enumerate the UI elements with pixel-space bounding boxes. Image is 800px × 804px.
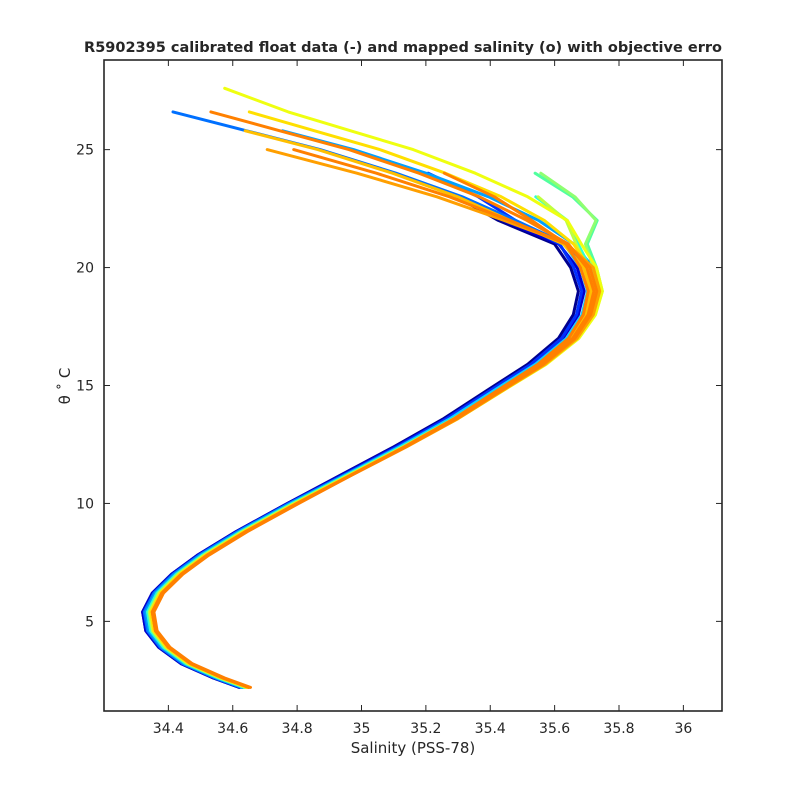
float-profile-line (144, 171, 584, 689)
x-tick-label: 34.6 (217, 721, 248, 737)
x-tick-label: 35.2 (410, 721, 441, 737)
y-tick-label: 5 (85, 614, 94, 630)
float-profile-line (141, 195, 580, 689)
y-tick-label: 25 (76, 143, 94, 159)
float-profile-line (147, 171, 604, 689)
y-tick-label: 15 (76, 379, 94, 395)
float-profile-line (142, 110, 595, 689)
x-tick-label: 34.8 (282, 721, 313, 737)
y-axis-label: θ ˚ C (56, 368, 74, 405)
y-tick-label: 10 (76, 496, 94, 512)
float-profile-line (148, 195, 596, 689)
x-axis-label: Salinity (PSS-78) (351, 739, 476, 757)
x-tick-label: 34.4 (153, 721, 184, 737)
float-profile-line (150, 148, 599, 689)
y-axis: 5 10 15 20 25 (76, 143, 722, 630)
float-profile-line (147, 171, 601, 689)
float-profile-line (146, 195, 598, 689)
axes-box (103, 59, 723, 712)
x-tick-label: 35.4 (475, 721, 506, 737)
y-tick-label: 20 (76, 261, 94, 277)
float-profile-line (141, 218, 586, 689)
x-tick-label: 35.6 (539, 721, 570, 737)
float-profile-line (152, 171, 590, 689)
x-tick-label: 35 (353, 721, 371, 737)
x-tick-label: 35.8 (603, 721, 634, 737)
x-tick-label: 36 (674, 721, 692, 737)
x-axis: 34.4 34.6 34.8 35 35.2 35.4 35.6 35.8 36 (153, 60, 692, 737)
plot-area (141, 86, 604, 689)
chart-title: R5902395 calibrated float data (-) and m… (84, 40, 722, 56)
